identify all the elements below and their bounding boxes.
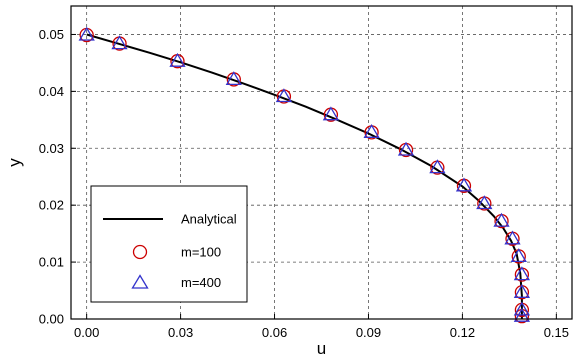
series-m400-point [429, 159, 446, 174]
y-axis-label: y [5, 158, 24, 167]
series-m400-point [476, 195, 493, 210]
legend-m100-marker [132, 244, 148, 260]
x-tick-label: 0.12 [450, 325, 475, 340]
plot-frame [70, 5, 573, 320]
y-tick-label: 0.05 [39, 27, 64, 42]
series-m400-point [513, 284, 531, 298]
series-m400-point [322, 106, 340, 121]
y-tick-label: 0.00 [39, 312, 64, 327]
series-m400-point [397, 141, 415, 156]
x-tick-label: 0.15 [544, 325, 569, 340]
series-m400-point [363, 124, 380, 138]
series-m400-point [510, 248, 527, 263]
y-tick-label: 0.01 [39, 255, 64, 270]
x-tick-label: 0.00 [74, 325, 99, 340]
series-m400-point [513, 301, 531, 316]
y-tick-label: 0.03 [39, 141, 64, 156]
y-tick-label: 0.04 [39, 84, 64, 99]
series-m400-point [513, 307, 531, 322]
legend: Analytical m=100 m=400 [90, 185, 248, 303]
x-tick-label: 0.03 [168, 325, 193, 340]
series-m400-point [504, 230, 521, 245]
x-axis-label: u [317, 339, 326, 358]
series-m400-point [513, 266, 531, 281]
data-series [78, 26, 531, 324]
legend-m400-marker [131, 274, 149, 289]
legend-analytical-label: Analytical [181, 212, 237, 227]
legend-m400-label: m=400 [181, 275, 221, 290]
series-m400-point [455, 177, 473, 192]
series-m400-point [225, 71, 242, 86]
series-m400-point [169, 52, 186, 67]
series-m400-point [275, 88, 293, 103]
y-tick-label: 0.02 [39, 198, 64, 213]
x-tick-label: 0.06 [262, 325, 287, 340]
legend-m100-label: m=100 [181, 245, 221, 260]
legend-box [90, 185, 248, 303]
x-tick-label: 0.09 [356, 325, 381, 340]
tick-labels: 0.00 0.03 0.06 0.09 0.12 0.15 0.00 0.01 0.02 0.03… [39, 27, 569, 340]
series-m400-point [493, 212, 510, 227]
series-m400-point [111, 35, 128, 50]
series-m400-point [78, 26, 95, 41]
